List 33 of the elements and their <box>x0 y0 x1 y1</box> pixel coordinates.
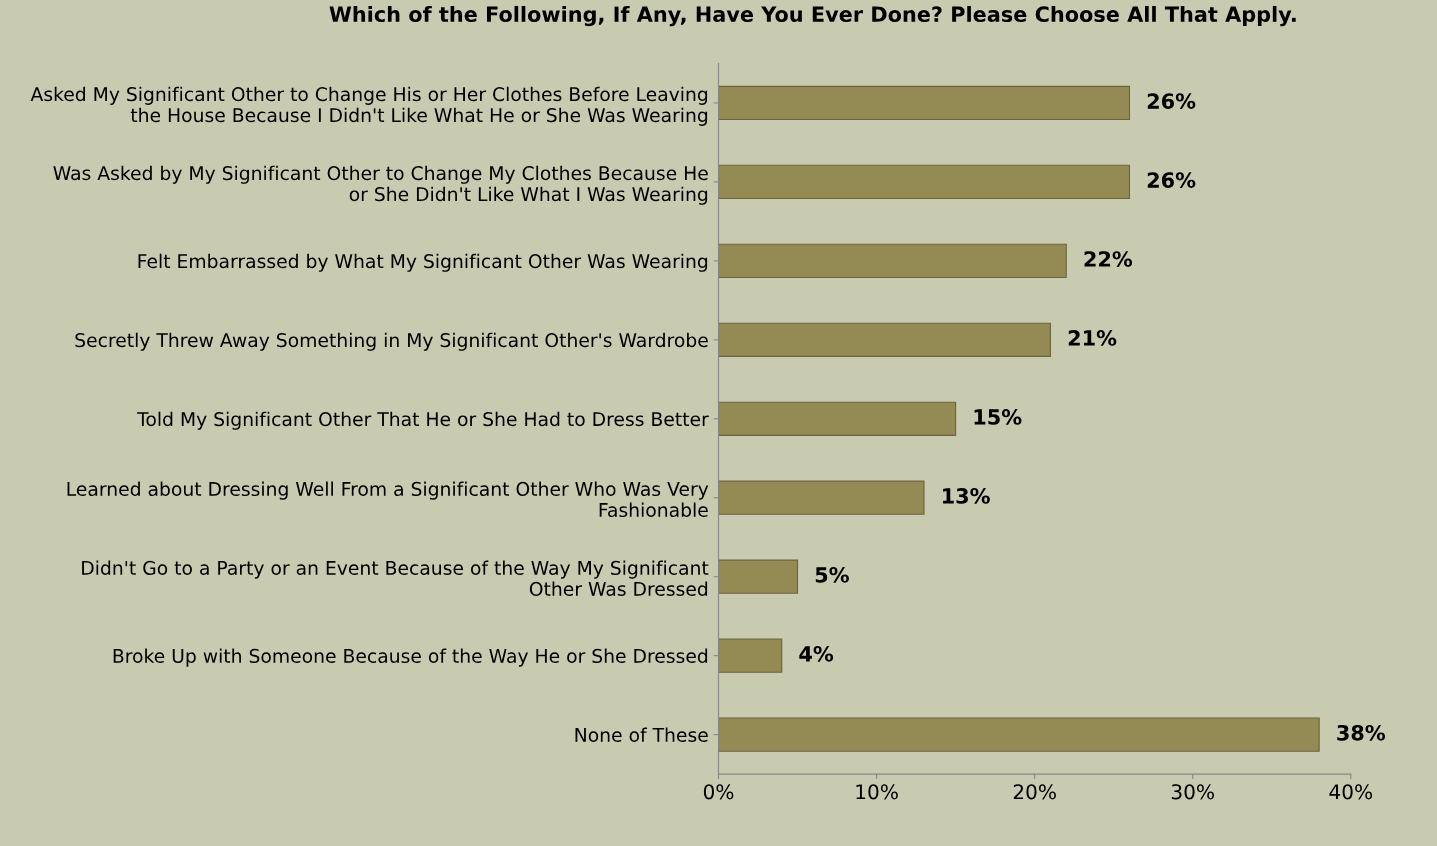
bar <box>718 243 1067 278</box>
x-tick-label: 10% <box>856 784 898 800</box>
bar <box>718 559 799 594</box>
x-tick-label: 20% <box>1013 784 1056 800</box>
bar <box>718 638 783 673</box>
y-tick-label: Secretly Threw Away Something in My Significant Other's Wardrobe <box>75 332 708 351</box>
chart-title: Which of the Following, If Any, Have You Ever Done? Please Choose All That Apply. <box>329 5 1296 27</box>
bar <box>718 322 1052 357</box>
x-tick-label: 0% <box>703 784 734 800</box>
x-tick-label: 40% <box>1329 784 1373 800</box>
y-tick-label: Told My Significant Other That He or She Had to Dress Better <box>137 411 709 430</box>
data-label: 15% <box>974 409 1022 425</box>
y-tick-label: Asked My Significant Other to Change His or Her Clothes Before Leaving the House Because I Didn't Like What He or She Was Wearing <box>30 86 708 126</box>
data-label: 26% <box>1147 172 1196 188</box>
y-tick-label: Didn't Go to a Party or an Event Because of the Way My Significant Other Was Dressed <box>82 560 709 596</box>
data-label: 26% <box>1147 93 1196 109</box>
bar <box>718 85 1131 121</box>
data-label: 5% <box>815 566 849 583</box>
y-tick-label: None of These <box>575 727 708 742</box>
data-label: 38% <box>1337 724 1386 741</box>
data-label: 21% <box>1068 330 1117 346</box>
y-tick-label: Felt Embarrassed by What My Significant Other Was Wearing <box>138 253 708 272</box>
bar <box>718 401 957 436</box>
x-tick-label: 30% <box>1171 784 1214 800</box>
data-label: 13% <box>943 488 990 504</box>
bar <box>718 480 925 515</box>
y-tick-label: Broke Up with Someone Because of the Way He or She Dressed <box>113 648 708 667</box>
data-label: 22% <box>1084 251 1133 267</box>
bar <box>718 717 1320 752</box>
y-tick-label: Was Asked by My Significant Other to Change My Clothes Because He or She Didn't Like What I Was Wearing <box>53 165 708 205</box>
bar <box>718 164 1131 200</box>
data-label: 4% <box>799 645 834 662</box>
y-tick-label: Learned about Dressing Well From a Significant Other Who Was Very Fashionable <box>67 481 709 518</box>
